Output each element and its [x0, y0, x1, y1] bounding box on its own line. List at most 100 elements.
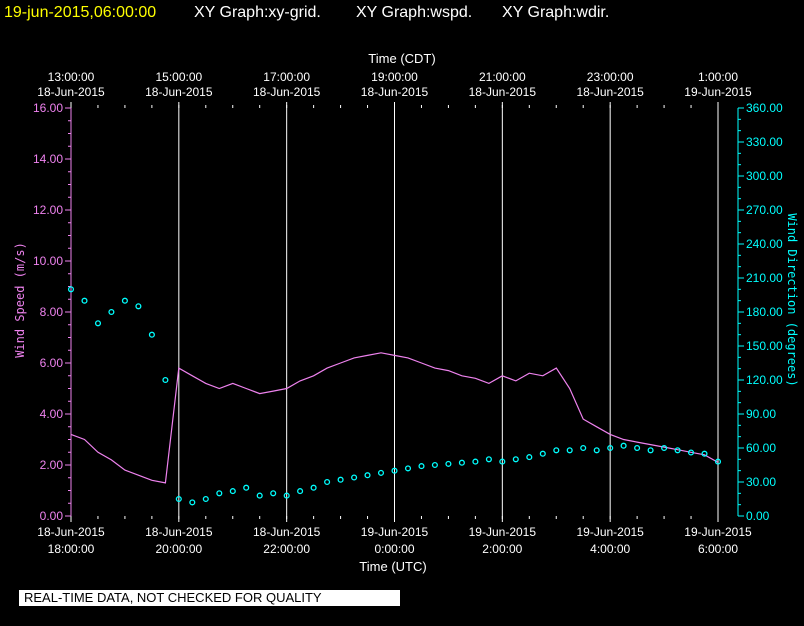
- wind-direction-point: [458, 459, 465, 466]
- wind-direction-point: [108, 308, 115, 316]
- top-tick-label-time: 19:00:00: [371, 70, 418, 84]
- right-tick-label: 360.00: [746, 101, 783, 115]
- wind-direction-point: [216, 490, 223, 497]
- top-tick-label-time: 21:00:00: [479, 70, 526, 84]
- wind-direction-point: [67, 286, 75, 293]
- right-tick-label: 120.00: [746, 373, 783, 387]
- bottom-tick-label-date: 18-Jun-2015: [37, 525, 105, 539]
- top-tick-label-date: 18-Jun-2015: [37, 85, 105, 99]
- right-tick-label: 240.00: [746, 237, 783, 251]
- bottom-tick-label-time: 2:00:00: [482, 542, 522, 556]
- wind-direction-point: [620, 442, 627, 449]
- wind-direction-point: [714, 458, 722, 465]
- wind-direction-point: [553, 447, 560, 454]
- bottom-tick-label-time: 20:00:00: [155, 542, 202, 556]
- wind-direction-point: [687, 449, 695, 456]
- bottom-tick-label-date: 18-Jun-2015: [253, 525, 321, 539]
- right-tick-label: 150.00: [746, 339, 783, 353]
- wind-direction-point: [472, 458, 479, 465]
- wind-direction-point: [418, 463, 425, 470]
- wind-direction-point: [607, 444, 614, 452]
- disclaimer-banner: REAL-TIME DATA, NOT CHECKED FOR QUALITY: [19, 590, 400, 606]
- wind-speed-line: [70, 352, 719, 484]
- bottom-tick-label-time: 22:00:00: [263, 542, 310, 556]
- top-tick-label-date: 18-Jun-2015: [469, 85, 537, 99]
- top-tick-label-date: 18-Jun-2015: [253, 85, 321, 99]
- top-tick-label-time: 13:00:00: [48, 70, 95, 84]
- wind-direction-point: [175, 495, 182, 503]
- right-tick-label: 300.00: [746, 169, 783, 183]
- bottom-axis-title: Time (UTC): [359, 559, 426, 574]
- wind-direction-point: [202, 495, 209, 503]
- wind-direction-point: [189, 499, 196, 506]
- left-tick-label: 16.00: [33, 101, 63, 115]
- header-graph-wdir: XY Graph:wdir.: [502, 4, 609, 21]
- right-tick-label: 30.00: [746, 475, 776, 489]
- bottom-tick-label-time: 6:00:00: [698, 542, 738, 556]
- wind-direction-point: [512, 456, 519, 463]
- bottom-tick-label-date: 18-Jun-2015: [145, 525, 213, 539]
- wind-direction-point: [674, 447, 681, 454]
- axes: [65, 102, 744, 522]
- wind-direction-point: [337, 476, 344, 483]
- wind-direction-point: [94, 320, 102, 327]
- left-axis-title: Wind Speed (m/s): [13, 242, 27, 358]
- bottom-tick-label-date: 19-Jun-2015: [361, 525, 429, 539]
- wind-direction-point: [148, 331, 155, 338]
- left-tick-label: 2.00: [40, 458, 64, 472]
- right-tick-label: 330.00: [746, 135, 783, 149]
- wind-direction-point: [310, 484, 317, 491]
- bottom-tick-label-date: 19-Jun-2015: [469, 525, 537, 539]
- right-tick-label: 270.00: [746, 203, 783, 217]
- left-tick-label: 4.00: [40, 407, 64, 421]
- bottom-tick-label-time: 4:00:00: [590, 542, 630, 556]
- header-graph-grid: XY Graph:xy-grid.: [194, 4, 321, 21]
- bottom-tick-label-date: 19-Jun-2015: [576, 525, 644, 539]
- wind-direction-point: [351, 474, 358, 481]
- bottom-tick-label-time: 0:00:00: [374, 542, 414, 556]
- wind-direction-point: [661, 444, 668, 452]
- top-tick-label-date: 18-Jun-2015: [361, 85, 429, 99]
- wind-direction-point: [526, 454, 533, 461]
- top-tick-label-time: 15:00:00: [155, 70, 202, 84]
- right-tick-label: 90.00: [746, 407, 776, 421]
- wind-direction-point: [580, 444, 587, 452]
- bottom-tick-label-date: 19-Jun-2015: [684, 525, 752, 539]
- right-tick-label: 210.00: [746, 271, 783, 285]
- wind-direction-point: [485, 456, 492, 463]
- top-axis-title: Time (CDT): [368, 51, 435, 66]
- left-tick-label: 0.00: [40, 509, 64, 523]
- right-tick-label: 60.00: [746, 441, 776, 455]
- wind-direction-point: [391, 467, 398, 474]
- left-tick-label: 6.00: [40, 356, 64, 370]
- top-tick-label-time: 23:00:00: [587, 70, 634, 84]
- wind-direction-point: [701, 450, 708, 457]
- right-axis-title: Wind Direction (degrees): [785, 213, 799, 386]
- wind-direction-point: [593, 447, 600, 454]
- wind-direction-point: [243, 484, 250, 491]
- wind-direction-point: [162, 376, 169, 384]
- wind-direction-point: [404, 465, 412, 472]
- top-tick-label-date: 18-Jun-2015: [576, 85, 644, 99]
- wind-direction-point: [297, 488, 304, 495]
- header-graph-wspd: XY Graph:wspd.: [356, 4, 472, 21]
- wind-direction-point: [634, 444, 641, 452]
- wind-direction-point: [566, 447, 573, 454]
- top-tick-label-time: 17:00:00: [263, 70, 310, 84]
- right-tick-label: 0.00: [746, 509, 770, 523]
- wind-direction-series: [67, 286, 722, 506]
- grid: [70, 108, 719, 516]
- bottom-tick-label-time: 18:00:00: [48, 542, 95, 556]
- wind-direction-point: [229, 488, 236, 495]
- top-tick-label-date: 18-Jun-2015: [145, 85, 213, 99]
- left-tick-label: 10.00: [33, 254, 63, 268]
- wind-direction-point: [431, 461, 438, 469]
- wind-direction-point: [121, 297, 128, 304]
- wind-direction-point: [377, 469, 385, 476]
- wind-direction-point: [256, 492, 263, 499]
- wind-speed-series: [70, 352, 719, 484]
- left-tick-label: 8.00: [40, 305, 64, 319]
- header-timestamp: 19-jun-2015,06:00:00: [4, 4, 156, 21]
- tick-labels: 13:00:0018-Jun-201518-Jun-201518:00:0015…: [33, 70, 783, 556]
